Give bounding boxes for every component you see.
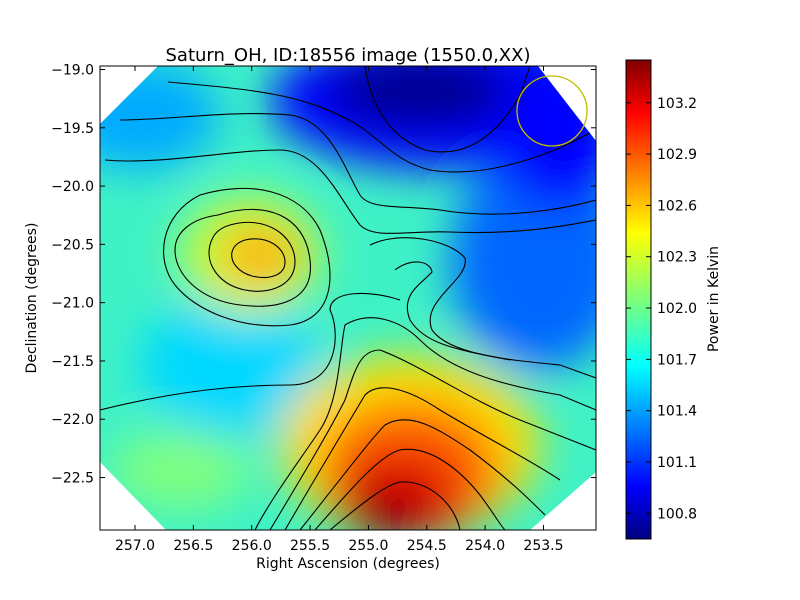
x-axis-label: Right Ascension (degrees) <box>256 556 440 572</box>
colorbar-tick-label: 102.9 <box>657 147 697 163</box>
contour-line <box>254 317 596 530</box>
contour-line <box>163 187 331 327</box>
x-tick-label: 256.5 <box>173 538 213 554</box>
contour-line <box>329 481 461 530</box>
colorbar-tick-label: 101.1 <box>657 455 697 471</box>
contour-lines <box>100 66 596 530</box>
chart-title: Saturn_OH, ID:18556 image (1550.0,XX) <box>166 45 531 66</box>
x-tick-label: 255.5 <box>290 538 330 554</box>
x-tick-label: 255.0 <box>348 538 388 554</box>
contour-line <box>364 66 531 153</box>
y-tick-label: −22.0 <box>51 412 94 428</box>
contour-line <box>394 261 511 361</box>
colorbar-tick-label: 102.6 <box>657 198 697 214</box>
contour-line <box>100 292 401 411</box>
y-axis-label: Declination (degrees) <box>24 223 40 374</box>
colorbar-tick-label: 101.4 <box>657 404 697 420</box>
y-tick-label: −19.0 <box>51 62 94 78</box>
contour-line <box>174 208 311 307</box>
y-tick-label: −21.0 <box>51 296 94 312</box>
colorbar-label: Power in Kelvin <box>706 246 722 352</box>
contour-line <box>208 221 296 292</box>
y-axis-ticks: −19.0 −19.5 −20.0 −20.5 −21.0 −21.5 −22.0 −22.5 <box>51 62 596 487</box>
colorbar-tick-label: 101.7 <box>657 352 697 368</box>
y-tick-label: −20.5 <box>51 237 94 253</box>
contour-line <box>231 238 286 279</box>
colorbar-ticks: 103.2 102.9 102.6 102.3 102.0 101.7 101.4 101.1… <box>626 96 697 522</box>
x-tick-label: 253.5 <box>523 538 563 554</box>
y-tick-label: −19.5 <box>51 121 94 137</box>
colorbar-tick-label: 102.3 <box>657 250 697 266</box>
colorbar-tick-label: 100.8 <box>657 506 697 522</box>
colorbar <box>625 59 652 540</box>
x-tick-label: 254.5 <box>407 538 447 554</box>
y-tick-label: −22.5 <box>51 471 94 487</box>
contour-line <box>284 387 561 530</box>
contour-line <box>167 81 596 173</box>
contour-line <box>104 149 596 234</box>
x-axis-ticks: 257.0 256.5 256.0 255.5 255.0 254.5 254.0 253.5 <box>115 66 564 554</box>
heatmap <box>100 66 596 530</box>
contour-line <box>269 349 596 530</box>
contour-line <box>299 419 546 530</box>
contour-line <box>119 113 596 215</box>
beam-circle <box>516 75 588 147</box>
x-tick-label: 257.0 <box>115 538 155 554</box>
colorbar-tick-label: 103.2 <box>657 96 697 112</box>
x-tick-label: 254.0 <box>465 538 505 554</box>
y-tick-label: −20.0 <box>51 179 94 195</box>
x-tick-label: 256.0 <box>232 538 272 554</box>
y-tick-label: −21.5 <box>51 354 94 370</box>
contour-line <box>314 448 506 530</box>
plot-frame <box>99 65 597 531</box>
colorbar-tick-label: 102.0 <box>657 301 697 317</box>
